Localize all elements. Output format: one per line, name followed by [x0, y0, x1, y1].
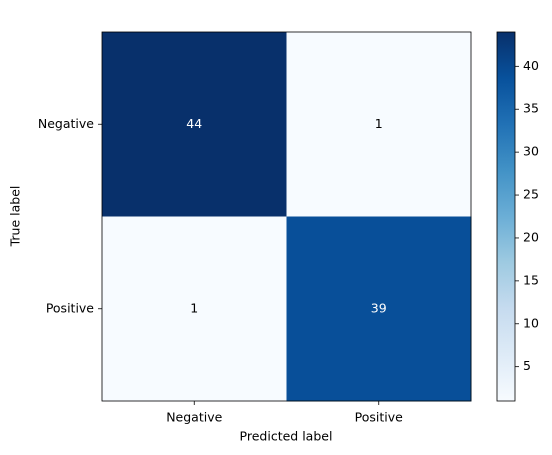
y-axis-label: True label — [8, 186, 23, 248]
x-tick-label: Negative — [166, 410, 222, 425]
plot-frame — [101, 31, 472, 402]
cell-label: 44 — [186, 116, 202, 131]
colorbar-tick-label: 40 — [523, 58, 539, 73]
colorbar-tick-label: 25 — [523, 187, 539, 202]
heatmap-cell — [286, 32, 472, 217]
colorbar — [496, 31, 516, 402]
y-tick-label: Positive — [46, 300, 94, 315]
cell-label: 1 — [190, 300, 198, 315]
cell-label: 1 — [375, 116, 383, 131]
colorbar-tick-label: 15 — [523, 272, 539, 287]
x-tick-label: Positive — [355, 410, 403, 425]
y-tick-label: Negative — [38, 116, 94, 131]
colorbar-tick-label: 30 — [523, 144, 539, 159]
heatmap-cell — [286, 216, 472, 402]
colorbar-tick-label: 20 — [523, 229, 539, 244]
x-axis-label: Predicted label — [240, 429, 333, 444]
cell-label: 39 — [371, 300, 387, 315]
colorbar-tick-label: 35 — [523, 101, 539, 116]
heatmap-cell — [102, 216, 287, 402]
colorbar-tick-label: 5 — [523, 358, 531, 373]
colorbar-tick-label: 10 — [523, 315, 539, 330]
heatmap-cell — [102, 32, 287, 217]
